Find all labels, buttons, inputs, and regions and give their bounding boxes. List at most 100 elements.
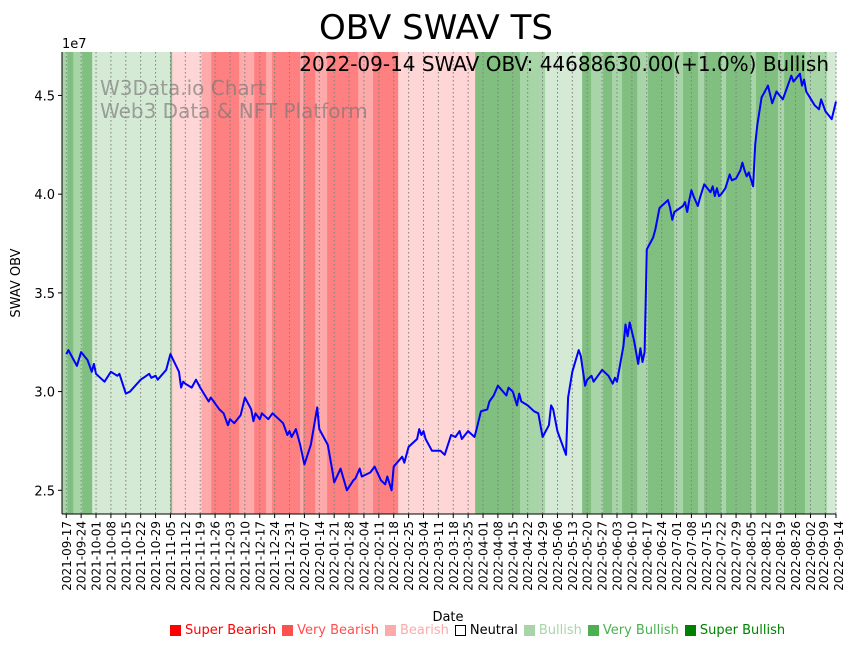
- x-tick-label: 2022-09-09: [817, 521, 831, 591]
- legend-item: Neutral: [454, 620, 518, 640]
- band-bullish: [92, 52, 171, 514]
- x-tick-label: 2022-02-18: [387, 521, 401, 591]
- band-super-bearish: [373, 52, 399, 514]
- y-tick-label: 2.5: [34, 484, 55, 499]
- legend-item: Bearish: [384, 620, 449, 640]
- band-super-bullish: [726, 52, 752, 514]
- x-tick-label: 2021-12-17: [253, 521, 267, 591]
- legend-label: Very Bullish: [602, 622, 679, 638]
- legend-swatch: [170, 624, 181, 636]
- y-tick-label: 4.0: [34, 188, 55, 203]
- band-super-bullish: [704, 52, 722, 514]
- band-super-bullish: [683, 52, 699, 514]
- legend-swatch: [587, 624, 599, 636]
- band-super-bullish: [582, 52, 592, 514]
- legend-swatch: [282, 624, 294, 636]
- band-very-bullish: [591, 52, 604, 514]
- x-tick-label: 2022-07-15: [700, 521, 714, 591]
- x-tick-label: 2022-08-12: [759, 521, 773, 591]
- band-very-bullish: [73, 52, 83, 514]
- x-tick-label: 2022-04-08: [491, 521, 505, 591]
- x-tick-label: 2022-04-29: [536, 521, 550, 591]
- x-tick-label: 2022-01-14: [313, 521, 327, 591]
- x-tick-label: 2022-01-07: [298, 521, 312, 591]
- band-very-bullish: [637, 52, 649, 514]
- x-tick-label: 2021-10-29: [149, 521, 163, 591]
- legend-item: Super Bullish: [684, 620, 786, 640]
- x-tick-label: 2022-02-11: [372, 521, 386, 591]
- band-super-bullish: [784, 52, 806, 514]
- sentiment-bands: [62, 52, 837, 514]
- legend-item: Super Bearish: [170, 620, 276, 640]
- band-very-bullish: [750, 52, 757, 514]
- band-very-bearish: [358, 52, 374, 514]
- x-tick-label: 2022-09-14: [832, 521, 846, 591]
- band-very-bullish: [804, 52, 828, 514]
- legend-swatch: [384, 624, 396, 636]
- band-super-bullish: [756, 52, 779, 514]
- legend-swatch: [684, 624, 696, 636]
- x-tick-label: 2021-11-05: [164, 521, 178, 591]
- band-super-bullish: [67, 52, 74, 514]
- band-super-bullish: [170, 52, 173, 514]
- y-tick-label: 3.0: [34, 386, 55, 401]
- x-tick-label: 2022-08-05: [744, 521, 758, 591]
- legend-label: Super Bullish: [699, 622, 786, 638]
- band-bullish: [827, 52, 837, 514]
- x-tick-label: 2022-05-06: [551, 521, 565, 591]
- x-tick-label: 2022-06-24: [655, 521, 669, 591]
- x-tick-label: 2022-04-15: [506, 521, 520, 591]
- watermark-line-1: W3Data.io Chart: [100, 76, 266, 100]
- x-axis-label: Date: [432, 610, 463, 625]
- x-tick-label: 2022-08-19: [774, 521, 788, 591]
- x-tick-label: 2022-09-02: [804, 521, 818, 591]
- chart-annotation: 2022-09-14 SWAV OBV: 44688630.00(+1.0%) …: [299, 52, 829, 76]
- band-bullish: [545, 52, 583, 514]
- x-tick-label: 2021-10-15: [119, 521, 133, 591]
- legend-item: Very Bearish: [282, 620, 379, 640]
- x-tick-label: 2022-02-25: [402, 521, 416, 591]
- x-tick-label: 2022-07-01: [670, 521, 684, 591]
- legend-label: Very Bearish: [297, 622, 379, 638]
- band-super-bearish: [211, 52, 240, 514]
- band-super-bearish: [272, 52, 301, 514]
- y-axis-label: SWAV OBV: [9, 248, 24, 317]
- x-ticks: 2021-09-17 2021-09-24 2021-10-01 2021-10-08…: [60, 514, 846, 591]
- legend-label: Super Bearish: [185, 622, 277, 638]
- band-super-bullish: [603, 52, 613, 514]
- x-tick-label: 2022-03-11: [432, 521, 446, 591]
- x-tick-label: 2022-07-29: [730, 521, 744, 591]
- band-very-bearish: [315, 52, 328, 514]
- band-very-bullish: [674, 52, 684, 514]
- x-tick-label: 2021-12-24: [268, 521, 282, 591]
- legend-label: Bullish: [538, 622, 582, 638]
- band-bearish: [172, 52, 202, 514]
- y-tick-label: 4.5: [34, 89, 55, 104]
- x-tick-label: 2022-01-21: [328, 521, 342, 591]
- obv-series-line: [65, 72, 837, 492]
- band-very-bullish: [62, 52, 68, 514]
- band-very-bullish: [612, 52, 623, 514]
- legend: Super Bearish Very Bearish Bearish Neutral B…: [170, 620, 785, 640]
- x-tick-label: 2021-10-08: [104, 521, 118, 591]
- x-tick-label: 2022-04-22: [521, 521, 535, 591]
- x-tick-label: 2022-05-27: [596, 521, 610, 591]
- band-very-bearish: [239, 52, 255, 514]
- band-super-bullish: [82, 52, 93, 514]
- band-very-bullish: [777, 52, 785, 514]
- band-super-bearish: [254, 52, 267, 514]
- x-tick-label: 2021-12-31: [283, 521, 297, 591]
- band-very-bullish: [697, 52, 705, 514]
- x-tick-label: 2022-06-03: [610, 521, 624, 591]
- chart-title: OBV SWAV TS: [319, 8, 553, 48]
- x-tick-label: 2022-05-13: [566, 521, 580, 591]
- legend-label: Bearish: [399, 622, 449, 638]
- x-tick-label: 2021-11-12: [179, 521, 193, 591]
- x-tick-label: 2022-06-10: [625, 521, 639, 591]
- x-tick-label: 2022-03-25: [462, 521, 476, 591]
- x-tick-label: 2021-11-19: [194, 521, 208, 591]
- band-super-bearish: [303, 52, 316, 514]
- x-gridlines: [65, 52, 837, 514]
- x-tick-label: 2022-01-28: [343, 521, 357, 591]
- x-tick-label: 2022-07-08: [685, 521, 699, 591]
